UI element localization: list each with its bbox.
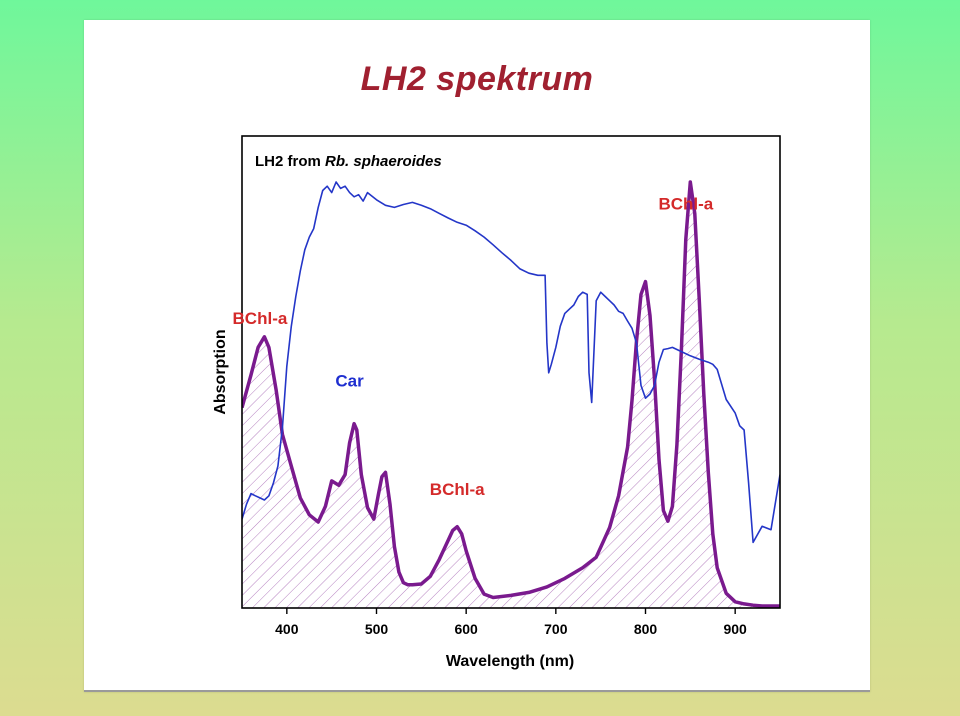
x-tick-label-700: 700 xyxy=(544,621,568,637)
slide-bottom-rule xyxy=(84,690,870,692)
inset-title-prefix: LH2 from xyxy=(255,153,325,170)
inset-title-species: Rb. sphaeroides xyxy=(325,153,442,170)
x-tick-label-500: 500 xyxy=(365,621,389,637)
series-0-hatched-area xyxy=(242,182,780,608)
x-tick-label-400: 400 xyxy=(275,621,299,637)
x-axis-label: Wavelength (nm) xyxy=(446,653,574,670)
series-0-line xyxy=(242,180,780,608)
slide-title: LH2 spektrum xyxy=(360,60,594,98)
annotation-car-1: Car xyxy=(335,371,364,390)
y-axis-label: Absorption xyxy=(212,329,229,414)
plot-frame xyxy=(241,135,781,609)
x-tick-label-800: 800 xyxy=(634,621,658,637)
x-tick-label-600: 600 xyxy=(454,621,478,637)
inset-title: LH2 from Rb. sphaeroides xyxy=(255,153,442,170)
x-tick-label-900: 900 xyxy=(723,621,747,637)
series-1-line xyxy=(242,181,780,544)
annotation-bchl-a-3: BChl-a xyxy=(658,195,713,214)
annotation-bchl-a-2: BChl-a xyxy=(430,480,485,499)
annotation-bchl-a-0: BChl-a xyxy=(233,309,288,328)
